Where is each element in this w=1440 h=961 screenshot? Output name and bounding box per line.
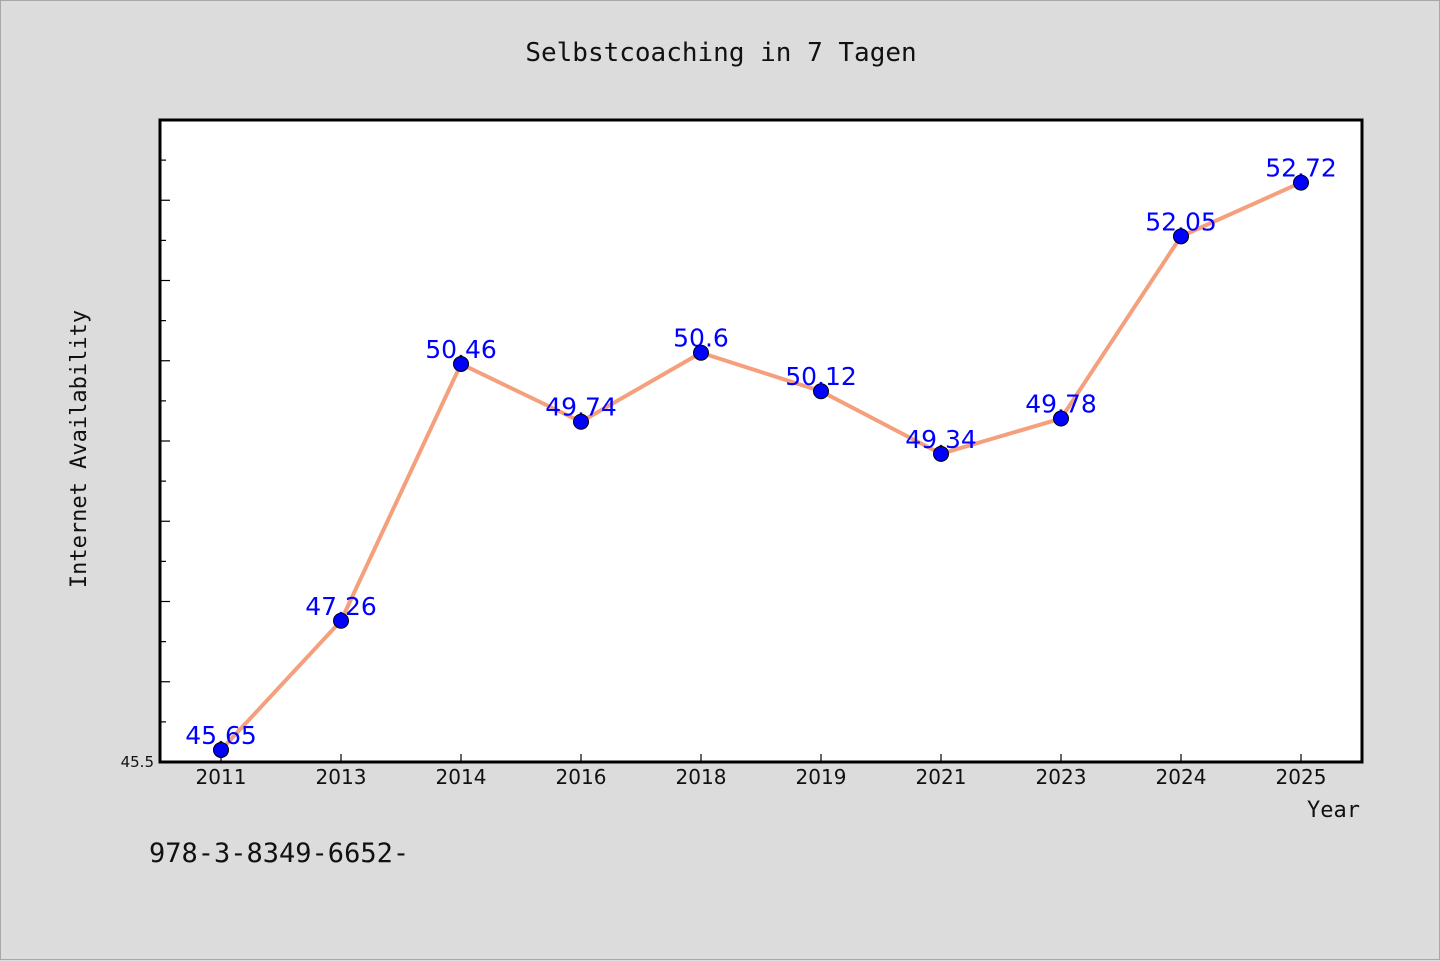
y-axis-ticks [160, 119, 170, 763]
data-point-marker [1053, 410, 1069, 427]
x-tick-label: 2019 [796, 765, 847, 789]
x-tick-label: 2016 [556, 765, 607, 789]
x-tick-label: 2023 [1036, 765, 1087, 789]
plot-area [158, 118, 1364, 764]
x-tick-label: 2021 [916, 765, 967, 789]
x-tick-label: 2014 [436, 765, 487, 789]
data-point-marker [813, 383, 829, 400]
x-tick-label: 2024 [1156, 765, 1207, 789]
data-point-marker [933, 445, 949, 462]
footer-isbn-text: 978-3-8349-6652- [149, 838, 409, 869]
y-axis-label: Internet Availability [67, 310, 92, 588]
series-line [219, 180, 1303, 752]
data-point-marker [213, 741, 229, 758]
x-tick-label: 2025 [1276, 765, 1327, 789]
data-series: 45.6547.2650.4649.7450.650.1249.3449.785… [185, 154, 1337, 758]
x-axis-label: Year [1307, 798, 1360, 823]
data-point-marker [453, 355, 469, 372]
chart-title: Selbstcoaching in 7 Tagen [525, 38, 916, 68]
data-point-marker [573, 413, 589, 430]
data-point-marker [693, 344, 709, 361]
data-point-marker [1293, 174, 1309, 191]
x-tick-label: 2011 [196, 765, 247, 789]
data-point-marker [333, 612, 349, 629]
data-point-marker [1173, 228, 1189, 245]
x-axis-ticks: 2011 2013 2014 2016 2018 2019 2021 2023 2024 2025 [196, 754, 1327, 789]
x-tick-label: 2018 [676, 765, 727, 789]
y-axis-min-tick-label: 45.5 [121, 753, 154, 771]
x-tick-label: 2013 [316, 765, 367, 789]
